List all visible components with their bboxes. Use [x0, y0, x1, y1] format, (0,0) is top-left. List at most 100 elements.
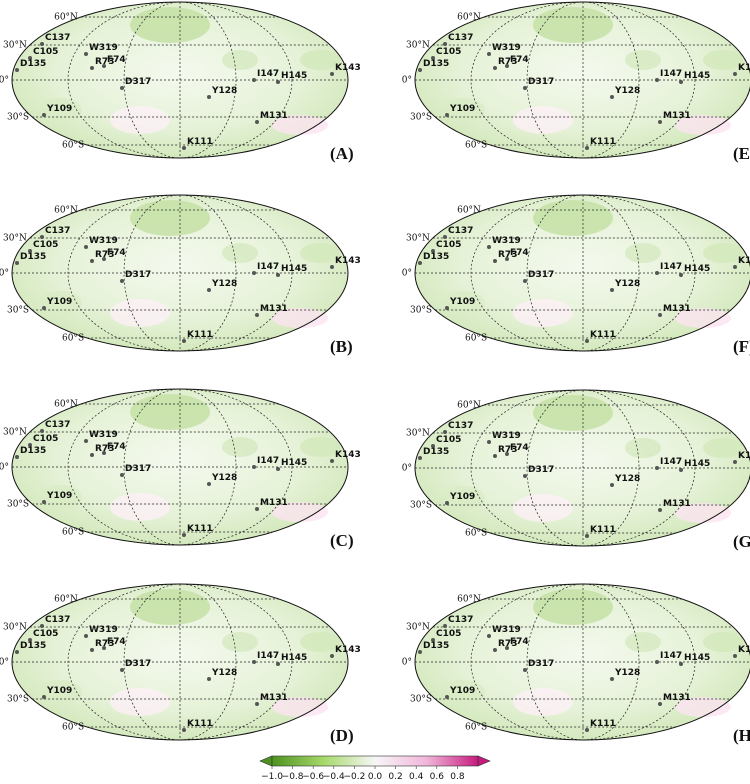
- lat-label: 60°N: [54, 400, 78, 410]
- colorbar-tick-label: −0.2: [343, 772, 365, 782]
- residue-label: R73: [95, 250, 114, 260]
- map-shading: [130, 394, 210, 430]
- residue-dot: [84, 245, 88, 249]
- map-shading: [272, 115, 328, 135]
- residue-dot: [523, 86, 527, 90]
- map-shading: [130, 589, 210, 625]
- residue-dot: [431, 56, 435, 60]
- residue-label: Y109: [449, 686, 475, 696]
- residue-dot: [733, 460, 737, 464]
- map-shading: [675, 115, 731, 135]
- residue-label: M131: [663, 499, 691, 509]
- residue-dot: [207, 288, 211, 292]
- residue-label: D135: [20, 446, 46, 456]
- map-shading: [38, 485, 82, 509]
- map-shading: [300, 437, 340, 457]
- residue-dot: [443, 235, 447, 239]
- residue-label: R73: [498, 445, 517, 455]
- lat-label: 30°N: [406, 429, 430, 439]
- residue-dot: [182, 728, 186, 732]
- residue-dot: [15, 455, 19, 459]
- residue-label: K143: [335, 63, 361, 73]
- residue-dot: [84, 52, 88, 56]
- residue-label: D317: [528, 270, 554, 280]
- residue-dot: [15, 650, 19, 654]
- lat-label: 60°N: [457, 206, 481, 216]
- residue-dot: [182, 339, 186, 343]
- residue-label: R73: [498, 250, 517, 260]
- map-panel: 60°N 30°N 0° 30°S 60°S C137 C105 D135 W319 R73F74…: [0, 388, 361, 550]
- residue-dot: [487, 245, 491, 249]
- residue-label: H145: [281, 653, 307, 663]
- map-shading: [703, 50, 743, 70]
- residue-label: C137: [448, 226, 473, 236]
- residue-dot: [505, 452, 509, 456]
- panel-label: (G): [733, 532, 750, 551]
- residue-label: W319: [89, 236, 118, 246]
- residue-dot: [330, 265, 334, 269]
- residue-label: F74: [107, 442, 126, 452]
- residue-label: D317: [125, 77, 151, 87]
- lat-label: 30°N: [3, 428, 27, 438]
- map-outline: [414, 389, 750, 547]
- residue-label: F74: [510, 248, 529, 258]
- residue-dot: [40, 235, 44, 239]
- residue-label: M131: [260, 111, 288, 121]
- map-shading: [675, 697, 731, 717]
- residue-label: Y109: [46, 297, 72, 307]
- residue-label: M131: [260, 693, 288, 703]
- residue-label: D135: [20, 641, 46, 651]
- lat-label: 30°S: [410, 695, 432, 705]
- residue-dot: [252, 465, 256, 469]
- lat-label: 30°S: [7, 500, 29, 510]
- map-shading: [675, 308, 731, 328]
- residue-label: D317: [125, 659, 151, 669]
- residue-dot: [505, 646, 509, 650]
- lat-label: 0°: [402, 76, 412, 86]
- residue-dot: [40, 42, 44, 46]
- residue-dot: [42, 695, 46, 699]
- residue-label: R73: [498, 57, 517, 67]
- residue-dot: [610, 677, 614, 681]
- residue-label: W319: [89, 430, 118, 440]
- residue-dot: [431, 249, 435, 253]
- map-outline: [414, 1, 750, 159]
- map-shading: [441, 291, 485, 315]
- map-shading: [441, 486, 485, 510]
- map-shading: [513, 299, 573, 327]
- residue-label: C105: [436, 240, 461, 250]
- residue-dot: [15, 261, 19, 265]
- colorbar-tick-label: 0.4: [409, 772, 424, 782]
- map-shading: [513, 494, 573, 522]
- residue-label: K111: [187, 137, 213, 147]
- map-shading: [513, 688, 573, 716]
- residue-label: K111: [187, 330, 213, 340]
- map-shading: [533, 200, 613, 236]
- residue-dot: [655, 466, 659, 470]
- residue-dot: [252, 78, 256, 82]
- residue-label: K143: [335, 450, 361, 460]
- residue-dot: [505, 257, 509, 261]
- residue-label: K111: [590, 137, 616, 147]
- residue-label: R73: [95, 444, 114, 454]
- residue-dot: [418, 456, 422, 460]
- residue-label: K143: [335, 645, 361, 655]
- residue-dot: [733, 265, 737, 269]
- residue-dot: [658, 508, 662, 512]
- lat-label: 60°S: [62, 528, 84, 538]
- residue-dot: [207, 482, 211, 486]
- residue-dot: [28, 249, 32, 253]
- lat-label: 0°: [0, 76, 9, 86]
- residue-dot: [658, 120, 662, 124]
- residue-dot: [28, 56, 32, 60]
- residue-dot: [585, 146, 589, 150]
- residue-dot: [255, 313, 259, 317]
- residue-label: M131: [260, 304, 288, 314]
- map-shading: [38, 680, 82, 704]
- residue-label: K111: [187, 719, 213, 729]
- residue-label: D135: [423, 447, 449, 457]
- residue-label: W319: [492, 625, 521, 635]
- residue-label: D135: [423, 641, 449, 651]
- residue-dot: [418, 68, 422, 72]
- map-panel: 60°N 30°N 0° 30°S 60°S C137 C105 D135 W319 R73F74…: [0, 1, 361, 163]
